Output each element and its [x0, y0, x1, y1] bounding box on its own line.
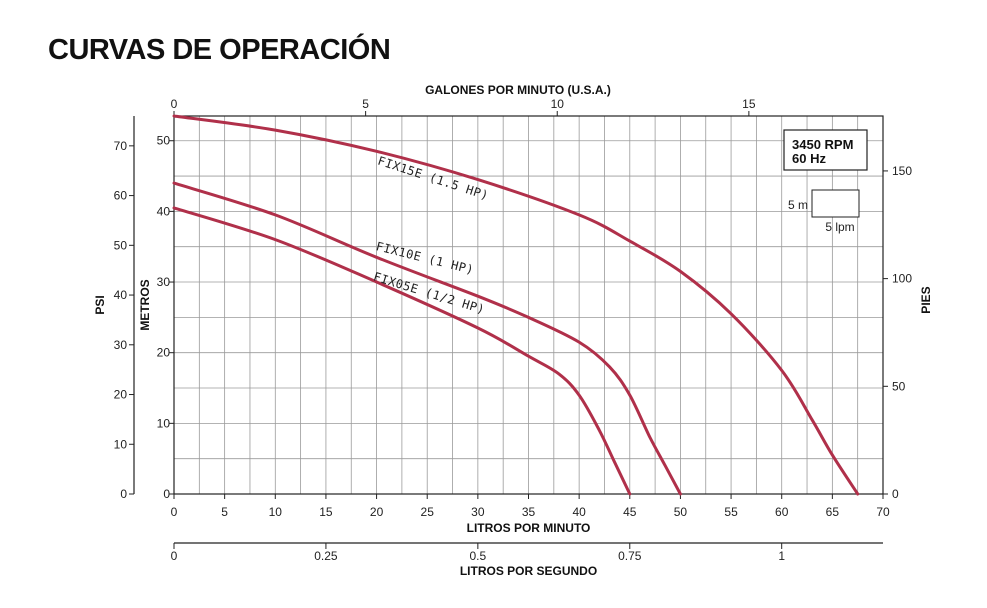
y-axis-title-psi: PSI	[93, 295, 107, 314]
x-tick-label-gpm: 10	[551, 97, 565, 111]
x-tick-label-gpm: 0	[171, 97, 178, 111]
x-tick-label-lpm: 5	[221, 505, 228, 519]
x-tick-label-lpm: 35	[522, 505, 536, 519]
y-tick-label-psi: 30	[114, 338, 128, 352]
x-tick-label-lpm: 30	[471, 505, 485, 519]
y-tick-label-metros: 30	[157, 275, 171, 289]
x-tick-label-lps: 0.75	[618, 549, 642, 563]
y-tick-label-metros: 20	[157, 346, 171, 360]
x-tick-label-lpm: 15	[319, 505, 333, 519]
scale-box	[811, 189, 860, 218]
x-tick-label-lpm: 0	[171, 505, 178, 519]
x-tick-label-lpm: 45	[623, 505, 637, 519]
y-tick-label-pies: 100	[892, 272, 912, 286]
y-tick-label-psi: 40	[114, 288, 128, 302]
y-tick-label-pies: 150	[892, 164, 912, 178]
scale-label-x: 5 lpm	[825, 220, 854, 234]
legend-box	[783, 129, 868, 171]
y-tick-label-metros: 50	[157, 134, 171, 148]
x-tick-label-lpm: 20	[370, 505, 384, 519]
x-tick-label-lpm: 60	[775, 505, 789, 519]
x-tick-label-gpm: 5	[362, 97, 369, 111]
x-tick-label-lps: 0.5	[470, 549, 487, 563]
y-tick-label-psi: 0	[120, 487, 127, 501]
x-tick-label-lpm: 50	[674, 505, 688, 519]
x-tick-label-lpm: 55	[724, 505, 738, 519]
x-tick-label-lps: 1	[778, 549, 785, 563]
y-tick-label-psi: 70	[114, 139, 128, 153]
x-tick-label-lps: 0	[171, 549, 178, 563]
y-tick-label-psi: 60	[114, 189, 128, 203]
y-axis-title-metros: METROS	[138, 279, 152, 330]
curve-fix10e	[172, 181, 682, 496]
y-axis-title-pies: PIES	[919, 286, 933, 313]
x-tick-label-lpm: 70	[876, 505, 890, 519]
y-tick-label-pies: 50	[892, 379, 906, 393]
x-tick-label-lps: 0.25	[314, 549, 338, 563]
y-tick-label-psi: 10	[114, 437, 128, 451]
scale-label-y: 5 m	[788, 198, 808, 212]
y-tick-label-metros: 0	[163, 487, 170, 501]
x-axis-title-lpm: LITROS POR MINUTO	[467, 521, 591, 535]
x-tick-label-lpm: 40	[572, 505, 586, 519]
curve-fix05e	[172, 206, 632, 496]
x-tick-label-gpm: 15	[742, 97, 756, 111]
x-tick-label-lpm: 10	[269, 505, 283, 519]
y-tick-label-metros: 40	[157, 204, 171, 218]
y-tick-label-psi: 50	[114, 238, 128, 252]
y-tick-label-pies: 0	[892, 487, 899, 501]
curve-fix15e	[172, 114, 860, 496]
y-tick-label-metros: 10	[157, 416, 171, 430]
x-axis-title-lps: LITROS POR SEGUNDO	[460, 564, 597, 578]
x-tick-label-lpm: 65	[826, 505, 840, 519]
page-title: CURVAS DE OPERACIÓN	[48, 34, 391, 66]
legend-hz: 60 Hz	[792, 151, 826, 166]
x-tick-label-lpm: 25	[421, 505, 435, 519]
curve-label-fix10e: FIX10E (1 HP)	[375, 239, 476, 277]
legend-rpm: 3450 RPM	[792, 137, 853, 152]
x-axis-title-gpm: GALONES POR MINUTO (U.S.A.)	[425, 83, 611, 97]
y-tick-label-psi: 20	[114, 388, 128, 402]
